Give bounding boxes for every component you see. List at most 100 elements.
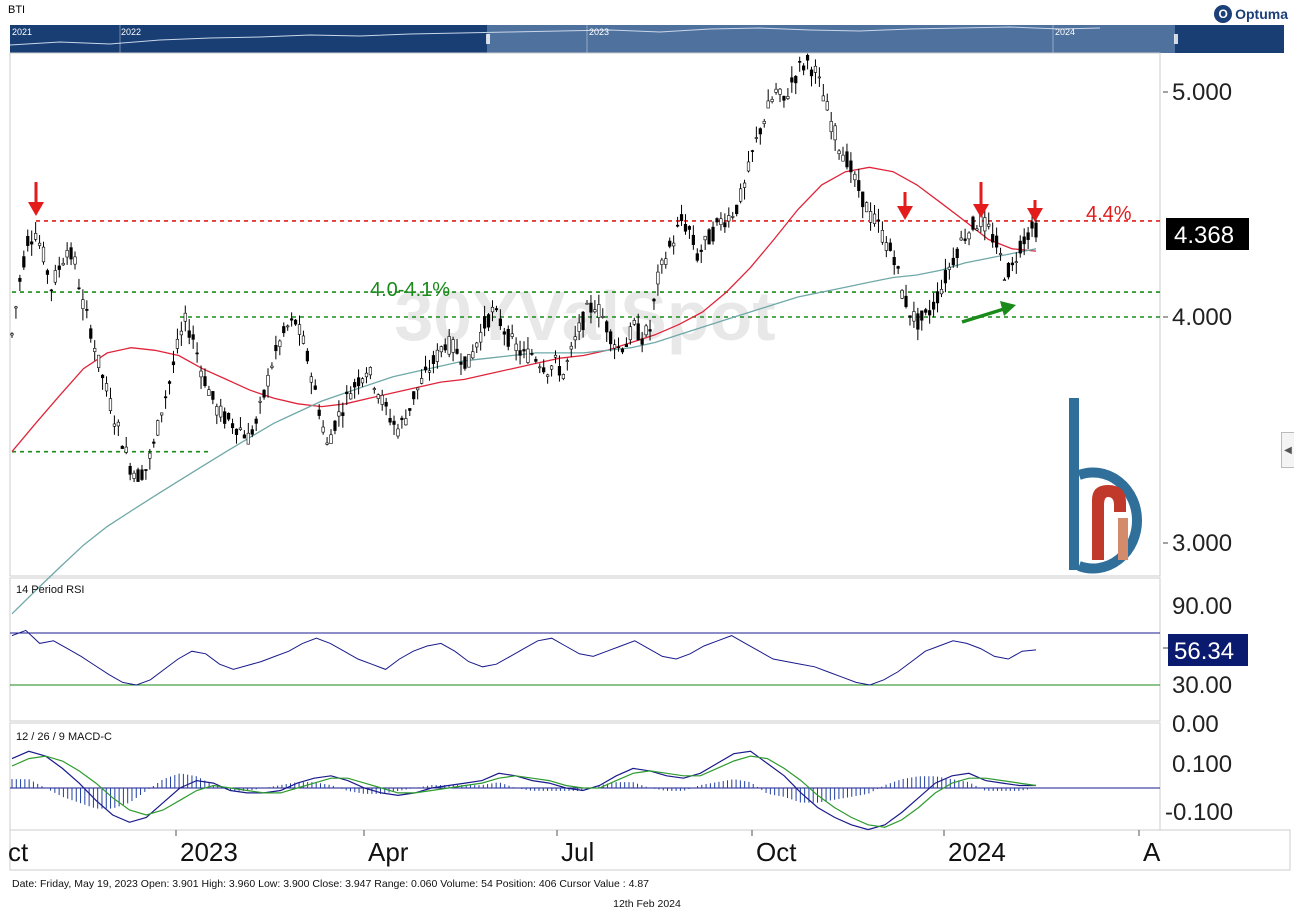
candle xyxy=(605,320,609,342)
candle-body xyxy=(483,316,487,329)
candle-body xyxy=(286,325,290,328)
last-price-label: 4.368 xyxy=(1166,218,1249,250)
candle xyxy=(349,386,353,400)
red-arrow-1 xyxy=(28,182,44,216)
candle-body xyxy=(333,420,337,431)
candle-body xyxy=(219,405,223,418)
candle xyxy=(1010,256,1014,272)
candle xyxy=(774,82,778,95)
candle-body xyxy=(360,378,365,384)
candle xyxy=(648,319,652,341)
candle-body xyxy=(104,383,109,392)
candle-body xyxy=(510,333,514,337)
candle-body xyxy=(569,345,573,350)
macd-signal-line xyxy=(11,755,1037,828)
candle-body xyxy=(522,349,526,352)
candle xyxy=(325,437,329,446)
candle-body xyxy=(136,469,140,482)
candle-body xyxy=(612,344,617,349)
candle-body xyxy=(85,308,89,311)
candle xyxy=(809,66,814,87)
candle xyxy=(132,470,136,483)
candle xyxy=(404,409,408,426)
candle xyxy=(762,118,766,128)
macd-axis: 0.100 -0.100 xyxy=(1165,751,1233,826)
candle-body xyxy=(73,256,77,265)
candle xyxy=(286,324,290,331)
candle-body xyxy=(644,325,648,336)
candle xyxy=(451,336,455,362)
candle-body xyxy=(1026,232,1030,240)
price-panel-frame xyxy=(9,52,1161,577)
candle xyxy=(376,393,380,404)
side-panel-toggle[interactable]: ◀ xyxy=(1281,432,1294,468)
candle-body xyxy=(447,336,451,355)
candle-body xyxy=(227,413,231,420)
candle-body xyxy=(735,204,739,215)
annotation-red-level: 4.4% xyxy=(1086,203,1132,225)
xtick-oct-2022: ct xyxy=(8,837,29,867)
candle xyxy=(93,340,97,361)
candle xyxy=(514,337,518,361)
candle-body xyxy=(242,434,246,439)
candle xyxy=(963,228,967,244)
candle xyxy=(546,373,550,384)
candle-body xyxy=(455,348,459,354)
candle-body xyxy=(912,311,916,322)
candle-body xyxy=(601,316,605,318)
candle-body xyxy=(57,265,61,270)
candle-body xyxy=(380,395,384,405)
candle xyxy=(77,278,81,290)
candle xyxy=(270,362,274,370)
candle xyxy=(802,63,806,76)
candle xyxy=(301,330,306,345)
candle-body xyxy=(664,258,668,265)
candle-body xyxy=(258,400,262,403)
candle xyxy=(833,122,837,151)
candle-body xyxy=(624,344,628,347)
candle-body xyxy=(254,418,258,424)
candle xyxy=(589,295,593,324)
candle xyxy=(227,412,231,422)
candle xyxy=(435,343,439,369)
navigator-right-handle[interactable] xyxy=(1174,34,1178,44)
navigator-bar[interactable]: 2021 2022 2023 2024 xyxy=(9,25,1284,53)
candle-body xyxy=(199,370,203,378)
candle-body xyxy=(230,423,235,429)
candle xyxy=(699,244,703,264)
candle xyxy=(69,242,73,266)
candle xyxy=(904,284,908,309)
candle-body xyxy=(538,366,542,369)
candle xyxy=(360,377,365,387)
candle-body xyxy=(983,217,987,232)
candle xyxy=(975,225,979,231)
candle xyxy=(695,248,699,263)
candle-body xyxy=(140,469,144,480)
candle-body xyxy=(573,336,577,341)
candle-body xyxy=(26,235,30,246)
candle xyxy=(199,365,203,389)
candle-body xyxy=(494,308,499,311)
candle-body xyxy=(431,355,436,364)
candle-body xyxy=(683,223,688,232)
candle xyxy=(727,207,731,228)
candle-body xyxy=(282,326,286,334)
navigator-left-handle[interactable] xyxy=(486,34,490,44)
candle-body xyxy=(266,375,270,387)
candle xyxy=(837,149,841,160)
candle xyxy=(750,149,755,162)
candle-body xyxy=(609,331,613,345)
candle xyxy=(22,250,26,270)
candle-body xyxy=(514,343,518,351)
candle-body xyxy=(620,348,625,353)
candle-body xyxy=(794,75,798,84)
candle-body xyxy=(191,334,195,340)
candle-body xyxy=(888,242,892,251)
candle-body xyxy=(372,388,376,390)
rsi-tick-90: 90.00 xyxy=(1172,593,1232,620)
candle xyxy=(928,299,932,324)
arrow-markers xyxy=(28,182,1043,324)
candle-body xyxy=(695,253,699,261)
candle-body xyxy=(1034,222,1038,238)
